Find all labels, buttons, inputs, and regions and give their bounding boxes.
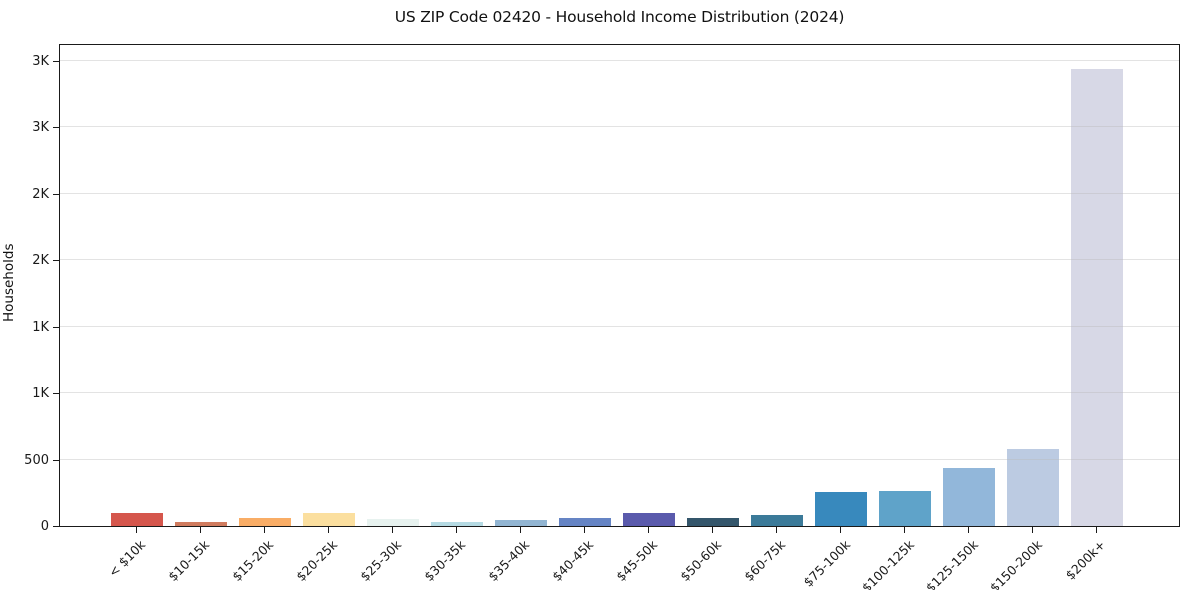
y-tick-label: 2K [32, 253, 49, 268]
bar--10k [111, 513, 163, 526]
bar--30-35k [431, 522, 483, 526]
x-tick-mark [136, 527, 137, 533]
x-tick-label: $45-50k [613, 537, 661, 585]
y-tick-label: 0 [40, 519, 49, 534]
bar--200k- [1071, 69, 1123, 526]
x-tick-mark [200, 527, 201, 533]
x-tick-label: $30-35k [421, 537, 469, 585]
bar--50-60k [687, 518, 739, 526]
y-tick-mark [53, 194, 59, 195]
x-tick-mark [1096, 527, 1097, 533]
chart-title: US ZIP Code 02420 - Household Income Dis… [394, 8, 845, 26]
bar--150-200k [1007, 449, 1059, 526]
x-tick-mark [456, 527, 457, 533]
x-tick-label: $25-30k [357, 537, 405, 585]
x-tick-mark [584, 527, 585, 533]
y-tick-label: 3K [32, 54, 49, 69]
y-tick-mark [53, 260, 59, 261]
x-tick-label: $150-200k [986, 537, 1045, 590]
bar--25-30k [367, 519, 419, 526]
y-tick-label: 3K [32, 120, 49, 135]
y-tick-label: 1K [32, 320, 49, 335]
gridline [60, 392, 1179, 394]
y-tick-label: 500 [24, 453, 49, 468]
x-tick-label: $100-125k [858, 537, 917, 590]
x-tick-mark [392, 527, 393, 533]
gridline [60, 259, 1179, 261]
x-tick-mark [968, 527, 969, 533]
bar--75-100k [815, 492, 867, 526]
y-tick-mark [53, 327, 59, 328]
x-tick-label: $10-15k [165, 537, 213, 585]
x-tick-mark [520, 527, 521, 533]
x-tick-label: $40-45k [549, 537, 597, 585]
y-tick-mark [53, 526, 59, 527]
gridline [60, 458, 1179, 460]
y-tick-mark [53, 393, 59, 394]
bar--100-125k [879, 491, 931, 526]
x-tick-label: $200k+ [1062, 537, 1109, 583]
x-tick-label: $50-60k [677, 537, 725, 585]
y-tick-mark [53, 460, 59, 461]
plot-area [59, 44, 1180, 527]
x-tick-label: < $10k [105, 537, 149, 580]
bar--15-20k [239, 518, 291, 526]
x-tick-label: $35-40k [485, 537, 533, 585]
x-tick-mark [712, 527, 713, 533]
x-tick-mark [648, 527, 649, 533]
x-tick-label: $60-75k [741, 537, 789, 585]
bar--10-15k [175, 522, 227, 526]
bar--35-40k [495, 520, 547, 526]
gridline [60, 59, 1179, 61]
x-tick-mark [840, 527, 841, 533]
x-tick-label: $20-25k [293, 537, 341, 585]
bar--45-50k [623, 513, 675, 526]
x-tick-mark [776, 527, 777, 533]
x-tick-mark [328, 527, 329, 533]
gridline [60, 325, 1179, 327]
gridline [60, 192, 1179, 194]
bar--125-150k [943, 468, 995, 526]
x-tick-mark [264, 527, 265, 533]
gridline [60, 126, 1179, 128]
y-tick-label: 1K [32, 386, 49, 401]
bar--40-45k [559, 518, 611, 526]
x-tick-label: $15-20k [229, 537, 277, 585]
x-tick-label: $125-150k [922, 537, 981, 590]
x-tick-label: $75-100k [799, 537, 853, 590]
bar--20-25k [303, 513, 355, 526]
bar--60-75k [751, 515, 803, 526]
y-tick-label: 2K [32, 187, 49, 202]
x-tick-mark [904, 527, 905, 533]
y-tick-mark [53, 61, 59, 62]
y-tick-mark [53, 127, 59, 128]
x-tick-mark [1032, 527, 1033, 533]
